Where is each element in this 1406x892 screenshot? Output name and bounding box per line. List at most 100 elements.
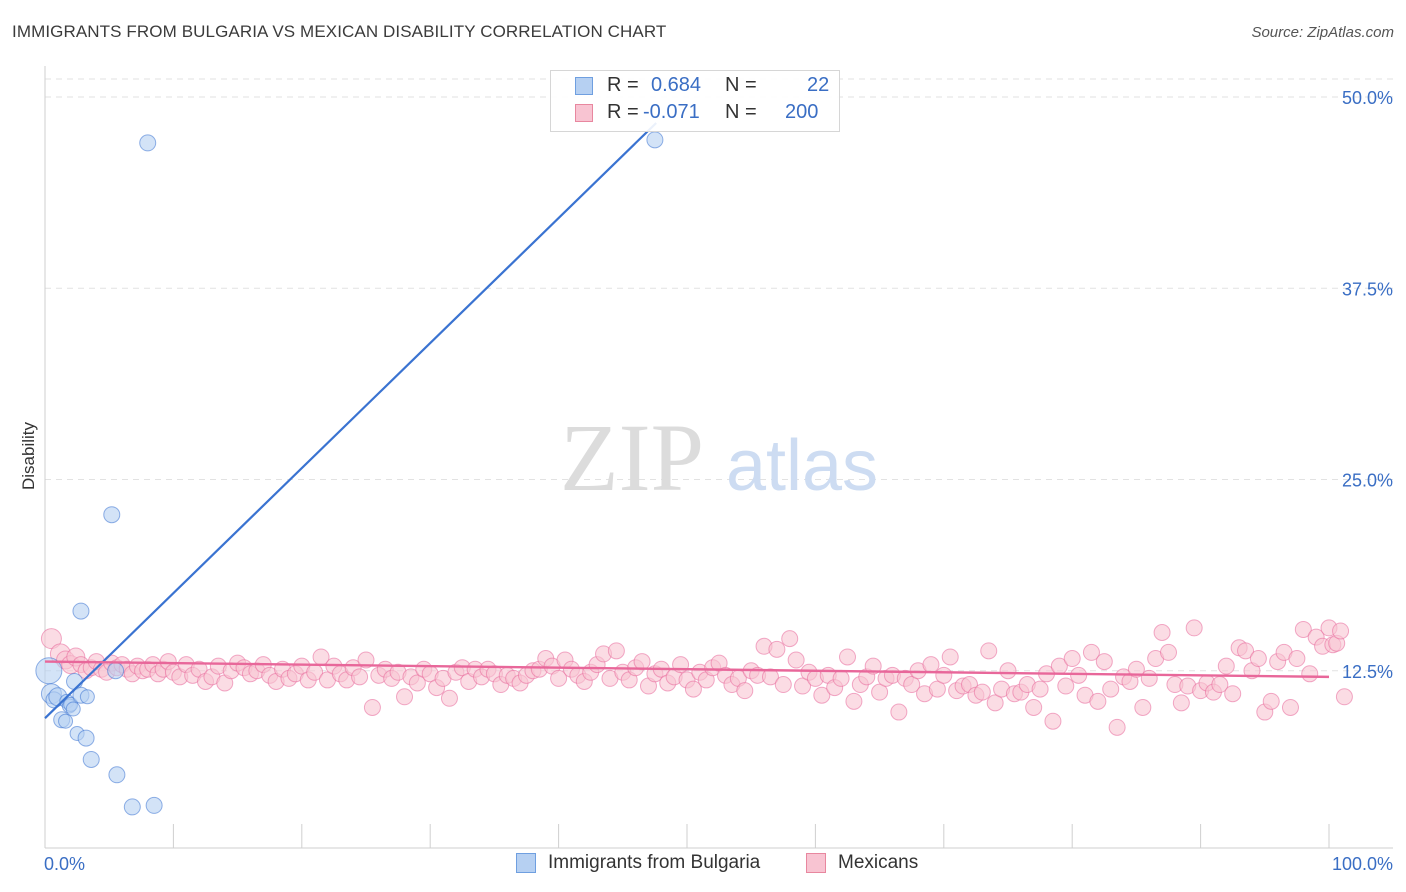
bottom-legend-label: Mexicans: [838, 852, 919, 873]
bulgaria-point: [82, 750, 100, 768]
mexicans-point: [633, 653, 651, 671]
mexicans-point: [1057, 677, 1075, 695]
mexicans-point: [922, 656, 940, 674]
mexicans-point: [1224, 685, 1242, 703]
legend-swatch-mexicans: [575, 104, 593, 122]
mexicans-point: [1063, 650, 1081, 668]
bottom-swatch-bulgaria: [516, 853, 536, 873]
mexicans-point: [935, 666, 953, 684]
mexicans-point: [357, 651, 375, 669]
mexicans-point: [1332, 622, 1350, 640]
bottom-swatch-mexicans: [806, 853, 826, 873]
mexicans-point: [813, 686, 831, 704]
mexicans-point: [1031, 680, 1049, 698]
mexicans-point: [1102, 680, 1120, 698]
y-tick-label: 50.0%: [1342, 88, 1393, 108]
legend-n-value: 200: [785, 101, 819, 123]
axis-labels: 12.5% 25.0% 37.5% 50.0% 0.0% 100.0% Disability: [19, 88, 1393, 874]
bulgaria-point: [72, 602, 90, 620]
mexicans-point: [1108, 718, 1126, 736]
bulgaria-point: [646, 131, 664, 149]
mexicans-point: [774, 676, 792, 694]
y-tick-label: 37.5%: [1342, 279, 1393, 299]
legend-swatch-bulgaria: [575, 77, 593, 95]
legend-r-label: R =: [607, 101, 639, 123]
mexicans-point: [928, 680, 946, 698]
mexicans-point: [1095, 653, 1113, 671]
mexicans-point: [768, 640, 786, 658]
mexicans-point: [1262, 692, 1280, 710]
y-tick-label: 12.5%: [1342, 662, 1393, 682]
bulgaria-point: [103, 506, 121, 524]
bottom-legend-label: Immigrants from Bulgaria: [548, 852, 761, 873]
mexicans-point: [1185, 619, 1203, 637]
mexicans-point: [1301, 665, 1319, 683]
mexicans-trendline: [44, 660, 1330, 679]
legend-n-label: N =: [725, 101, 757, 123]
watermark-atlas: atlas: [726, 426, 878, 506]
mexicans-point: [781, 630, 799, 648]
bulgaria-point: [139, 134, 157, 152]
legend-r-value: 0.684: [651, 74, 702, 96]
mexicans-point: [1044, 712, 1062, 730]
mexicans-point: [845, 692, 863, 710]
mexicans-point: [1082, 643, 1100, 661]
mexicans-point: [986, 694, 1004, 712]
mexicans-point: [1281, 698, 1299, 716]
legend-n-value: 22: [807, 74, 830, 96]
mexicans-point: [1070, 666, 1088, 684]
mexicans-point: [1140, 669, 1158, 687]
mexicans-point: [1249, 650, 1267, 668]
bulgaria-point: [145, 796, 163, 814]
watermark: ZIP atlas: [560, 404, 878, 511]
mexicans-point: [1153, 624, 1171, 641]
y-axis-label: Disability: [19, 421, 38, 490]
bulgaria-points: [35, 131, 664, 816]
mexicans-point: [550, 669, 568, 687]
mexicans-point: [832, 669, 850, 687]
bulgaria-point: [58, 713, 74, 729]
trendlines: [44, 122, 1330, 719]
mexicans-point: [794, 677, 812, 695]
axes: [44, 66, 1393, 849]
legend-r-value: -0.071: [643, 101, 700, 123]
mexicans-point: [999, 662, 1017, 680]
bulgaria-point: [65, 701, 81, 717]
mexicans-point: [1172, 694, 1190, 712]
mexicans-point: [1089, 692, 1107, 710]
mexicans-point: [890, 703, 908, 721]
mexicans-point: [903, 676, 921, 694]
mexicans-point: [1294, 620, 1312, 638]
chart-title: IMMIGRANTS FROM BULGARIA VS MEXICAN DISA…: [12, 22, 667, 41]
mexicans-point: [839, 648, 856, 666]
mexicans-point: [736, 682, 754, 700]
mexicans-points: [40, 619, 1353, 736]
bulgaria-point: [108, 766, 126, 784]
y-tick-label: 25.0%: [1342, 471, 1393, 491]
mexicans-point: [787, 651, 805, 669]
bulgaria-point: [77, 729, 95, 747]
mexicans-point: [351, 668, 369, 686]
mexicans-point: [440, 689, 458, 707]
mexicans-point: [408, 674, 426, 692]
mexicans-point: [684, 680, 702, 698]
stats-legend: R = 0.684 N = 22 R = -0.071 N = 200: [550, 70, 840, 132]
mexicans-point: [1025, 698, 1043, 716]
mexicans-point: [1335, 688, 1353, 706]
mexicans-point: [607, 642, 625, 660]
mexicans-point: [980, 642, 998, 660]
bulgaria-point: [79, 689, 95, 705]
mexicans-point: [941, 648, 959, 666]
x-tick-label: 0.0%: [44, 854, 85, 874]
gridlines: [45, 78, 1393, 672]
mexicans-point: [363, 698, 381, 716]
mexicans-point: [973, 683, 991, 701]
mexicans-point: [1217, 657, 1235, 675]
mexicans-point: [871, 683, 889, 701]
mexicans-point: [1134, 698, 1152, 716]
mexicans-point: [1288, 650, 1306, 668]
bulgaria-point: [107, 662, 125, 680]
mexicans-point: [396, 688, 414, 706]
mexicans-point: [864, 657, 882, 675]
